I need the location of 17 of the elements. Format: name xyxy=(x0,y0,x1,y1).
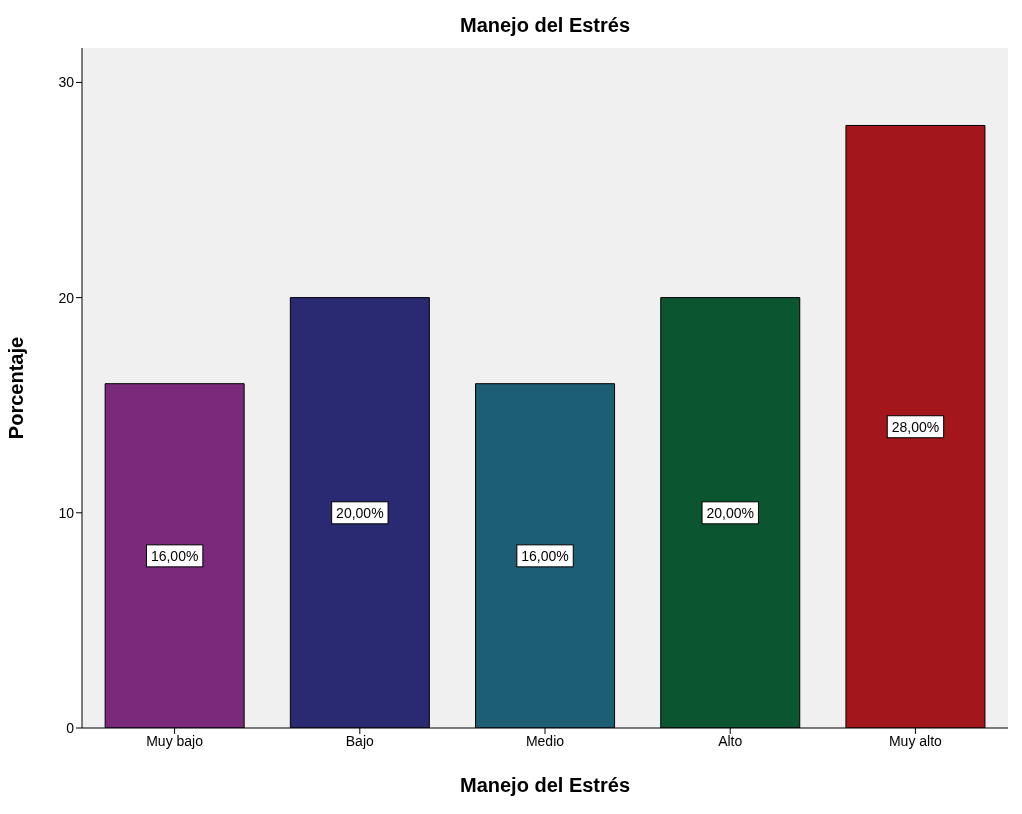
chart-title: Manejo del Estrés xyxy=(458,14,632,37)
y-tick-label: 10 xyxy=(58,504,75,521)
x-tick-label: Muy alto xyxy=(888,732,943,749)
y-tick-label: 20 xyxy=(58,289,75,306)
data-label: 28,00% xyxy=(891,418,940,435)
y-tick-label: 30 xyxy=(58,74,75,91)
x-tick-label: Alto xyxy=(718,732,743,749)
data-label: 16,00% xyxy=(521,547,569,564)
x-tick-label: Bajo xyxy=(345,732,375,749)
y-axis-title: Porcentaje xyxy=(5,336,28,440)
x-axis-title: Manejo del Estrés xyxy=(459,774,631,796)
data-label: 16,00% xyxy=(150,547,199,564)
y-tick-label: 0 xyxy=(66,719,75,736)
x-tick-label: Medio xyxy=(525,732,565,749)
data-label: 20,00% xyxy=(336,504,384,521)
data-label: 20,00% xyxy=(706,504,754,521)
x-tick-label: Muy bajo xyxy=(146,732,204,749)
